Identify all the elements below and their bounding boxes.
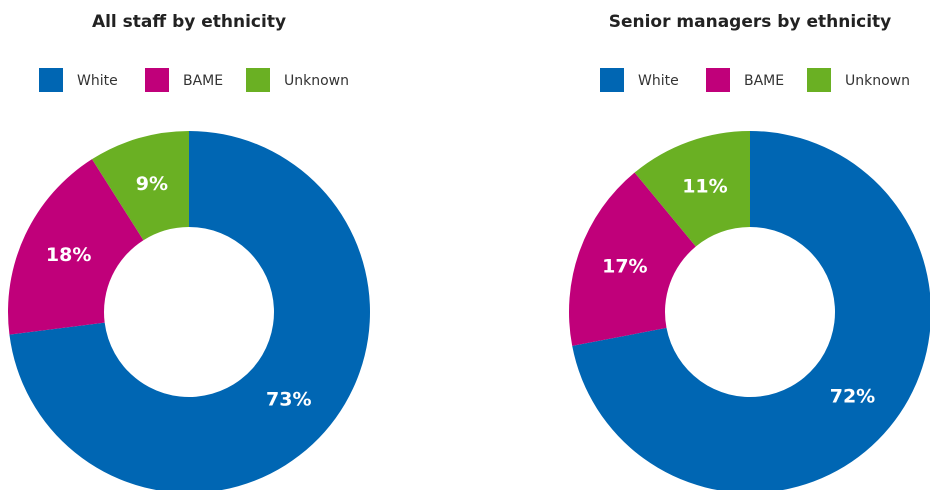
value-label: 18% — [46, 244, 91, 266]
legend-label: White — [77, 73, 118, 89]
legend-swatch — [145, 68, 169, 92]
value-label: 17% — [602, 255, 647, 277]
legend-label: White — [638, 73, 679, 89]
legend-label: BAME — [183, 73, 223, 89]
legend-swatch — [39, 68, 63, 92]
legend-label: Unknown — [284, 73, 349, 89]
donut-slice — [8, 159, 144, 335]
donut-slice — [572, 131, 930, 490]
value-label: 73% — [266, 388, 311, 410]
legend-swatch — [246, 68, 270, 92]
legend-label: BAME — [744, 73, 784, 89]
legend-swatch — [600, 68, 624, 92]
legend-swatch — [706, 68, 730, 92]
legend-label: Unknown — [845, 73, 910, 89]
value-label: 9% — [136, 173, 168, 195]
chart-title: All staff by ethnicity — [92, 12, 286, 32]
legend-swatch — [807, 68, 831, 92]
donut-slice — [9, 131, 370, 490]
donut-slice — [92, 131, 189, 241]
value-label: 72% — [830, 385, 875, 407]
donut-slice — [569, 172, 696, 346]
donut-slice — [634, 131, 750, 247]
chart-title: Senior managers by ethnicity — [609, 12, 892, 32]
value-label: 11% — [682, 175, 727, 197]
